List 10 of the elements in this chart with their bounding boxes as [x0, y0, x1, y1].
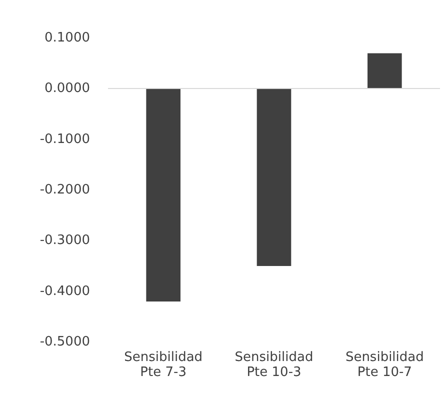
y-tick-label: -0.5000 — [40, 334, 90, 350]
y-tick-label: 0.0000 — [44, 81, 90, 96]
x-tick-label: Sensibilidad Pte 7-3 — [124, 350, 203, 380]
y-tick-label: -0.3000 — [40, 233, 90, 248]
x-tick-label: Sensibilidad Pte 10-3 — [234, 350, 314, 380]
y-tick-label: 0.1000 — [44, 30, 90, 46]
y-tick-label: -0.1000 — [40, 132, 90, 147]
x-tick-label: Sensibilidad Pte 10-7 — [345, 350, 424, 380]
y-tick-label: -0.2000 — [40, 182, 90, 198]
y-tick-label: -0.4000 — [40, 284, 90, 299]
